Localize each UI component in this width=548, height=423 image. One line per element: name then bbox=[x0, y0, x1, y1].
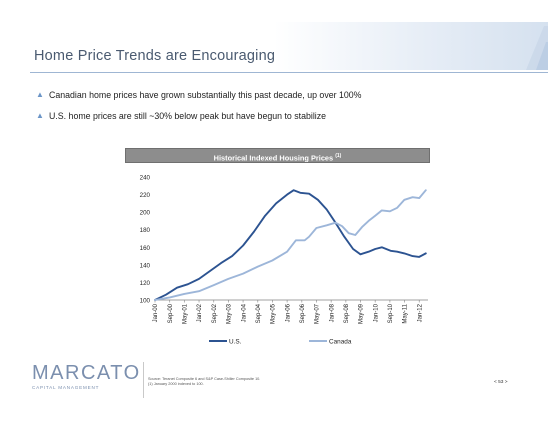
bullet-item: ▲ Canadian home prices have grown substa… bbox=[36, 90, 536, 100]
page-number: < 53 > bbox=[494, 380, 508, 385]
chart-title: Historical Indexed Housing Prices bbox=[213, 153, 334, 163]
y-tick-label: 140 bbox=[140, 262, 151, 269]
x-tick-label: Jan-02 bbox=[197, 303, 203, 322]
bullet-list: ▲ Canadian home prices have grown substa… bbox=[36, 90, 536, 132]
bullet-item: ▲ U.S. home prices are still ~30% below … bbox=[36, 111, 536, 121]
triangle-bullet-icon: ▲ bbox=[36, 111, 44, 120]
header-decoration bbox=[526, 26, 548, 70]
x-tick-label: May-09 bbox=[359, 303, 365, 324]
x-tick-label: Sep-02 bbox=[212, 303, 218, 323]
legend-label: U.S. bbox=[229, 338, 242, 345]
logo-wordmark: MARCATO bbox=[32, 362, 141, 384]
chart-title-bar: Historical Indexed Housing Prices (1) bbox=[125, 148, 430, 163]
x-tick-label: Sep-08 bbox=[344, 303, 350, 323]
x-tick-label: Sep-00 bbox=[168, 303, 174, 323]
page-title: Home Price Trends are Encouraging bbox=[34, 48, 276, 64]
header-band bbox=[0, 22, 548, 70]
y-tick-label: 240 bbox=[140, 175, 151, 182]
x-tick-label: Sep-10 bbox=[388, 303, 394, 323]
y-tick-label: 220 bbox=[140, 192, 151, 199]
y-tick-label: 200 bbox=[140, 210, 151, 217]
x-tick-label: Jan-08 bbox=[329, 303, 335, 322]
x-tick-label: Jan-06 bbox=[285, 303, 291, 322]
title-divider bbox=[30, 72, 548, 73]
bullet-text: Canadian home prices have grown substant… bbox=[49, 90, 362, 100]
x-tick-label: May-11 bbox=[403, 303, 409, 323]
series-line-canada bbox=[154, 189, 427, 301]
bullet-text: U.S. home prices are still ~30% below pe… bbox=[49, 111, 327, 121]
x-tick-label: May-05 bbox=[271, 303, 277, 324]
x-tick-label: Jan-12 bbox=[417, 303, 423, 322]
x-tick-label: Jan-10 bbox=[373, 303, 379, 322]
footer-notes: Source: Teranet Composite 6 and S&P Case… bbox=[148, 377, 260, 387]
company-logo: MARCATO CAPITAL MANAGEMENT bbox=[32, 363, 141, 390]
series-line-us bbox=[154, 189, 427, 301]
chart-title-footnote: (1) bbox=[335, 153, 342, 159]
legend-label: Canada bbox=[329, 338, 352, 345]
x-tick-label: May-03 bbox=[227, 303, 233, 324]
footer-source: Source: Teranet Composite 6 and S&P Case… bbox=[148, 377, 261, 381]
y-tick-label: 100 bbox=[140, 298, 151, 305]
x-tick-label: Sep-04 bbox=[256, 303, 262, 323]
x-tick-label: May-01 bbox=[182, 303, 188, 324]
y-tick-label: 120 bbox=[140, 280, 151, 287]
footer-footnote: (1) January 2000 indexed to 100. bbox=[148, 382, 204, 386]
x-tick-label: Sep-06 bbox=[300, 303, 306, 323]
triangle-bullet-icon: ▲ bbox=[36, 90, 44, 99]
x-tick-label: Jan-00 bbox=[153, 303, 159, 322]
y-tick-label: 180 bbox=[140, 227, 151, 234]
y-tick-label: 160 bbox=[140, 245, 151, 252]
footer-divider bbox=[143, 362, 144, 398]
x-tick-label: May-07 bbox=[315, 303, 321, 324]
x-tick-label: Jan-04 bbox=[241, 303, 247, 322]
logo-subtitle: CAPITAL MANAGEMENT bbox=[32, 385, 100, 390]
